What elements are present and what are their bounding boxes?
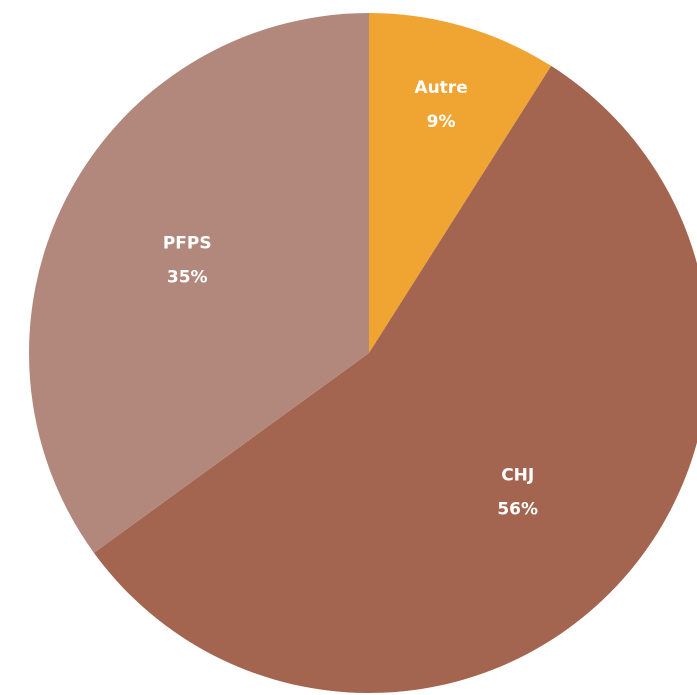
pie-slice	[93, 65, 697, 693]
slice-category-label: Autre	[414, 78, 467, 98]
slice-value-label: 56%	[497, 500, 538, 520]
slice-value-label: 35%	[167, 267, 208, 287]
slice-category-label: PFPS	[163, 233, 212, 253]
pie-slice	[28, 13, 369, 553]
slice-category-label: CHJ	[501, 466, 534, 486]
slice-value-label: 9%	[427, 112, 456, 132]
pie-slice	[369, 13, 552, 353]
